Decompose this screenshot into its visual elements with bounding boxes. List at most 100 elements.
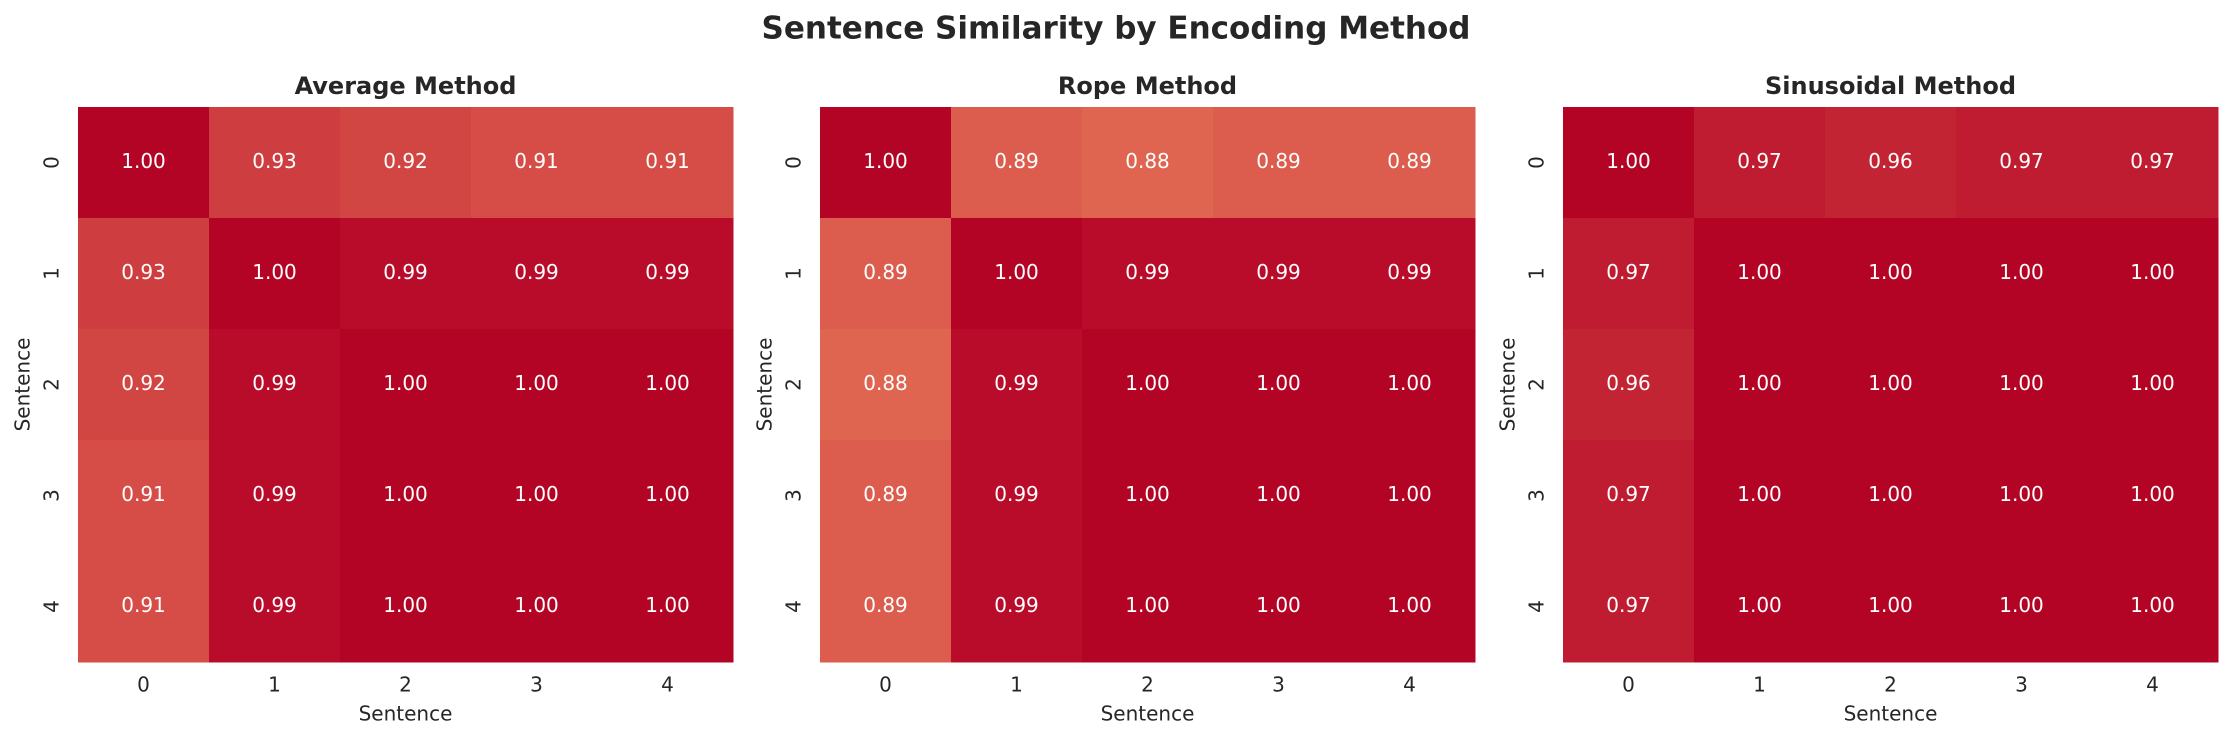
heat-cell	[2087, 107, 2219, 219]
cell-label: 0.93	[121, 260, 166, 284]
heat-cell	[1825, 107, 1957, 219]
heat-cell	[2087, 329, 2219, 441]
cell-label: 1.00	[2130, 260, 2175, 284]
heat-cell	[951, 218, 1083, 330]
cell-label: 1.00	[1387, 482, 1432, 506]
cell-label: 0.99	[252, 482, 297, 506]
heat-cell	[1344, 551, 1476, 663]
cell-label: 0.91	[121, 593, 166, 617]
y-tick-label: 3	[40, 489, 64, 502]
heat-cell	[340, 440, 472, 552]
cell-label: 0.99	[994, 371, 1039, 395]
heat-cell	[1213, 107, 1345, 219]
cell-label: 0.96	[1868, 149, 1913, 173]
cell-label: 0.88	[863, 371, 908, 395]
heat-cell	[1694, 440, 1826, 552]
panel-title: Average Method	[295, 72, 517, 100]
cell-label: 1.00	[645, 593, 690, 617]
heat-cell	[1563, 107, 1695, 219]
x-axis-label: Sentence	[1101, 702, 1195, 726]
cell-label: 0.89	[1387, 149, 1432, 173]
cell-label: 1.00	[514, 371, 559, 395]
cell-label: 0.91	[121, 482, 166, 506]
cell-label: 0.99	[1125, 260, 1170, 284]
y-tick-label: 2	[1525, 378, 1549, 391]
heat-cell	[78, 551, 210, 663]
cell-label: 1.00	[1868, 260, 1913, 284]
cell-label: 1.00	[1999, 482, 2044, 506]
cell-label: 0.93	[252, 149, 297, 173]
heat-cell	[820, 218, 952, 330]
heat-cell	[471, 107, 603, 219]
panel-title: Rope Method	[1058, 72, 1237, 100]
figure-title: Sentence Similarity by Encoding Method	[762, 11, 1471, 47]
x-tick-label: 4	[1403, 673, 1416, 697]
cell-label: 1.00	[1868, 593, 1913, 617]
panel-title: Sinusoidal Method	[1765, 72, 2016, 100]
cell-label: 0.97	[2130, 149, 2175, 173]
heat-cell	[340, 218, 472, 330]
x-tick-label: 3	[1272, 673, 1285, 697]
cell-label: 1.00	[1256, 593, 1301, 617]
cell-label: 1.00	[1606, 149, 1651, 173]
heat-cell	[1694, 329, 1826, 441]
heat-cell	[471, 440, 603, 552]
x-tick-label: 2	[1141, 673, 1154, 697]
y-tick-label: 4	[1525, 600, 1549, 613]
heat-cell	[951, 440, 1083, 552]
cell-label: 0.89	[863, 593, 908, 617]
heat-cell	[209, 218, 341, 330]
cell-label: 1.00	[863, 149, 908, 173]
cell-label: 1.00	[1999, 593, 2044, 617]
heat-cell	[78, 107, 210, 219]
cell-label: 0.92	[121, 371, 166, 395]
heat-cell	[1563, 551, 1695, 663]
x-tick-label: 2	[399, 673, 412, 697]
cell-label: 1.00	[1737, 371, 1782, 395]
cell-label: 1.00	[1737, 593, 1782, 617]
y-tick-label: 0	[40, 156, 64, 169]
cell-label: 1.00	[1999, 371, 2044, 395]
heat-cell	[1344, 440, 1476, 552]
cell-label: 1.00	[1125, 482, 1170, 506]
heat-cell	[1956, 329, 2088, 441]
heat-cell	[471, 218, 603, 330]
heat-cell	[1213, 218, 1345, 330]
heat-cell	[471, 551, 603, 663]
x-tick-label: 0	[137, 673, 150, 697]
heat-cell	[602, 329, 734, 441]
cell-label: 1.00	[645, 482, 690, 506]
y-tick-label: 3	[782, 489, 806, 502]
heat-cell	[209, 440, 341, 552]
cell-label: 1.00	[2130, 593, 2175, 617]
heat-cell	[1694, 551, 1826, 663]
heat-cell	[78, 440, 210, 552]
cell-label: 1.00	[514, 593, 559, 617]
heat-cell	[1344, 218, 1476, 330]
cell-label: 1.00	[252, 260, 297, 284]
heat-cell	[2087, 551, 2219, 663]
x-tick-label: 1	[1010, 673, 1023, 697]
heat-cell	[951, 551, 1083, 663]
x-axis-label: Sentence	[1844, 702, 1938, 726]
cell-label: 1.00	[1125, 593, 1170, 617]
heat-cell	[1956, 107, 2088, 219]
cell-label: 0.97	[1999, 149, 2044, 173]
heat-cell	[1563, 218, 1695, 330]
heat-cell	[951, 329, 1083, 441]
y-tick-label: 2	[782, 378, 806, 391]
cell-label: 0.99	[1256, 260, 1301, 284]
heat-cell	[340, 329, 472, 441]
heat-cell	[1825, 218, 1957, 330]
heat-cell	[340, 551, 472, 663]
x-tick-label: 1	[268, 673, 281, 697]
cell-label: 0.89	[863, 482, 908, 506]
y-tick-label: 3	[1525, 489, 1549, 502]
heat-cell	[1082, 218, 1214, 330]
heat-cell	[1563, 329, 1695, 441]
heat-cell	[78, 218, 210, 330]
y-tick-label: 4	[40, 600, 64, 613]
heat-cell	[1213, 440, 1345, 552]
heat-cell	[602, 551, 734, 663]
cell-label: 1.00	[1387, 593, 1432, 617]
